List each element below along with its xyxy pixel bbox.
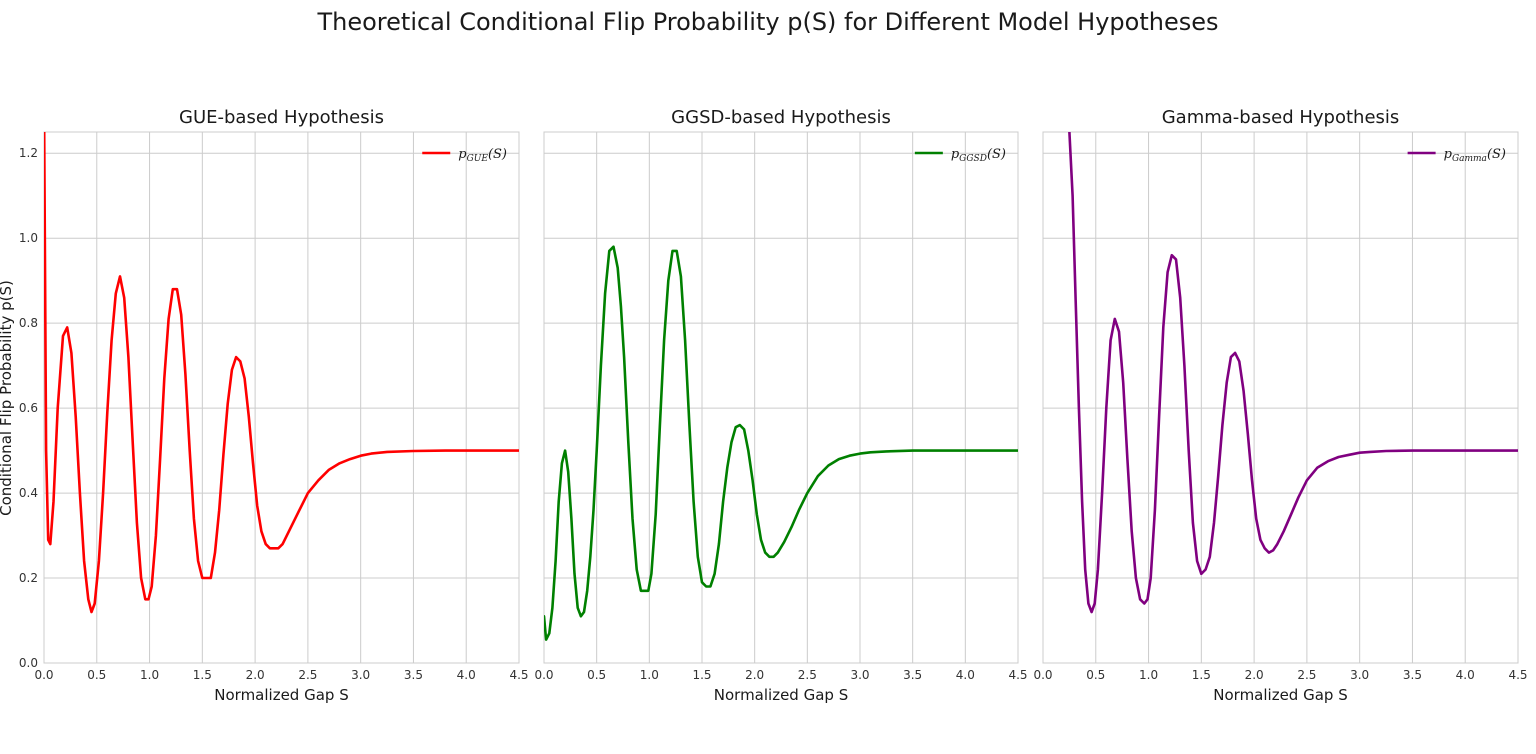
x-tick-label: 1.5: [193, 668, 212, 682]
y-tick-label: 0.2: [19, 571, 38, 585]
x-tick-label: 0.5: [1086, 668, 1105, 682]
figure-title: Theoretical Conditional Flip Probability…: [317, 8, 1219, 36]
legend-label: pGamma(S): [1444, 147, 1506, 164]
x-tick-label: 2.0: [1245, 668, 1264, 682]
x-tick-label: 2.5: [1297, 668, 1316, 682]
x-axis-label: Normalized Gap S: [1213, 686, 1347, 704]
plot-frame: [543, 131, 1019, 664]
y-tick-label: 0.4: [19, 486, 38, 500]
x-tick-label: 4.5: [1008, 668, 1027, 682]
x-tick-label: 3.0: [351, 668, 370, 682]
x-tick-label: 3.5: [1403, 668, 1422, 682]
y-axis-label: Conditional Flip Probability p(S): [0, 280, 15, 516]
x-tick-label: 2.0: [745, 668, 764, 682]
x-axis-label: Normalized Gap S: [214, 686, 348, 704]
x-tick-label: 1.0: [1139, 668, 1158, 682]
x-tick-label: 3.0: [1350, 668, 1369, 682]
series-line: [544, 245, 1018, 641]
x-tick-label: 1.0: [140, 668, 159, 682]
legend: pGamma(S): [1407, 147, 1506, 164]
legend: pGGSD(S): [914, 147, 1006, 164]
x-axis-label: Normalized Gap S: [714, 686, 848, 704]
x-tick-label: 3.5: [404, 668, 423, 682]
y-tick-label: 0.8: [19, 316, 38, 330]
x-tick-label: 1.5: [1192, 668, 1211, 682]
x-tick-label: 1.5: [692, 668, 711, 682]
subplot-1: 0.0 0.5 1.0 1.5 2.0 2.5 3.0 3.5 4.0 4.5 0.0 0.2 0.4 0…: [19, 107, 529, 704]
x-tick-label: 3.5: [903, 668, 922, 682]
subplot-title: Gamma-based Hypothesis: [1162, 107, 1400, 128]
legend-label: pGGSD(S): [951, 147, 1006, 164]
x-tick-label: 4.0: [457, 668, 476, 682]
x-tick-label: 4.0: [956, 668, 975, 682]
x-tick-label: 0.0: [34, 668, 53, 682]
y-tick-label: 1.0: [19, 231, 38, 245]
subplot-title: GGSD-based Hypothesis: [671, 107, 891, 128]
x-tick-label: 4.0: [1456, 668, 1475, 682]
x-tick-label: 2.5: [298, 668, 317, 682]
x-tick-label: 0.5: [587, 668, 606, 682]
x-tick-label: 4.5: [509, 668, 528, 682]
y-tick-label: 0.0: [19, 656, 38, 670]
x-tick-label: 3.0: [850, 668, 869, 682]
legend: pGUE(S): [422, 147, 507, 164]
plot-frame: [1042, 131, 1519, 664]
subplot-2: 0.0 0.5 1.0 1.5 2.0 2.5 3.0 3.5 4.0 4.5 GGSD-based…: [534, 107, 1027, 704]
subplot-3: 0.0 0.5 1.0 1.5 2.0 2.5 3.0 3.5 4.0 4.5 Gamma-base…: [1033, 107, 1527, 704]
y-tick-label: 0.6: [19, 401, 38, 415]
x-tick-label: 0.5: [87, 668, 106, 682]
subplot-title: GUE-based Hypothesis: [179, 107, 384, 128]
series-line: [44, 132, 519, 614]
series-line: [1068, 132, 1518, 614]
x-tick-label: 2.0: [246, 668, 265, 682]
x-tick-label: 1.0: [640, 668, 659, 682]
x-tick-label: 0.0: [534, 668, 553, 682]
x-tick-label: 2.5: [798, 668, 817, 682]
x-tick-label: 4.5: [1508, 668, 1527, 682]
y-tick-label: 1.2: [19, 146, 38, 160]
plot-frame: [43, 131, 520, 664]
legend-label: pGUE(S): [458, 147, 507, 164]
x-tick-label: 0.0: [1033, 668, 1052, 682]
